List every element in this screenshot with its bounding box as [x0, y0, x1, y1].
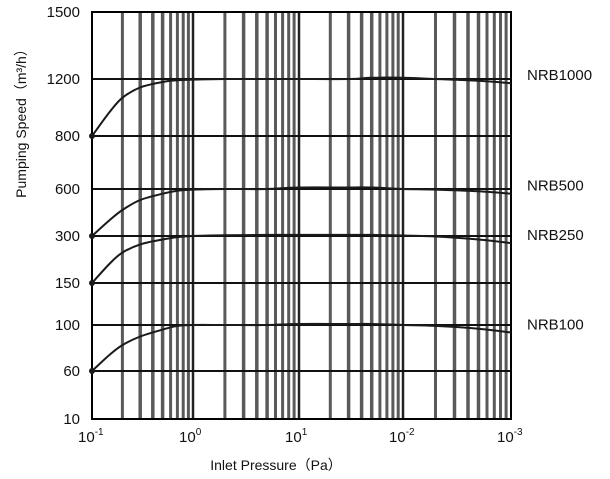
series-start-point: [89, 133, 95, 139]
series-label: NRB500: [527, 178, 584, 195]
y-tick-label: 10: [63, 411, 80, 428]
x-tick-label: 10-2: [389, 427, 415, 446]
x-tick-label: 100: [179, 427, 202, 446]
series-label: NRB1000: [527, 67, 592, 84]
x-tick-labels: 10-1 100 101 10-2 10-3: [78, 427, 523, 446]
y-tick-label: 60: [63, 363, 80, 380]
series-line: [91, 76, 512, 137]
series-line: [91, 322, 512, 372]
series-start-point: [89, 233, 95, 239]
y-tick-labels: 1500 1200 800 600 300 150 100 60 10: [47, 4, 80, 428]
y-tick-label: 600: [55, 181, 80, 198]
plot-frame: [91, 11, 512, 420]
y-axis-title: Pumping Speed（m³/h）: [13, 42, 29, 198]
series-label: NRB100: [527, 317, 584, 334]
series-start-point: [89, 368, 95, 374]
y-tick-label: 1500: [47, 4, 80, 21]
x-tick-label: 101: [285, 427, 308, 446]
series-curves: [89, 76, 512, 374]
x-axis-title: Inlet Pressure（Pa）: [210, 457, 342, 473]
y-tick-label: 300: [55, 228, 80, 245]
series-label: NRB250: [527, 227, 584, 244]
series-line: [91, 186, 512, 237]
y-tick-label: 150: [55, 275, 80, 292]
series-line: [91, 233, 512, 284]
series-labels: NRB1000 NRB500 NRB250 NRB100: [527, 67, 592, 333]
y-tick-label: 100: [55, 317, 80, 334]
x-tick-label: 10-3: [497, 427, 523, 446]
y-tick-label: 1200: [47, 71, 80, 88]
y-tick-label: 800: [55, 128, 80, 145]
x-tick-label: 10-1: [78, 427, 104, 446]
vertical-grid: [120, 12, 508, 419]
series-start-point: [89, 280, 95, 286]
